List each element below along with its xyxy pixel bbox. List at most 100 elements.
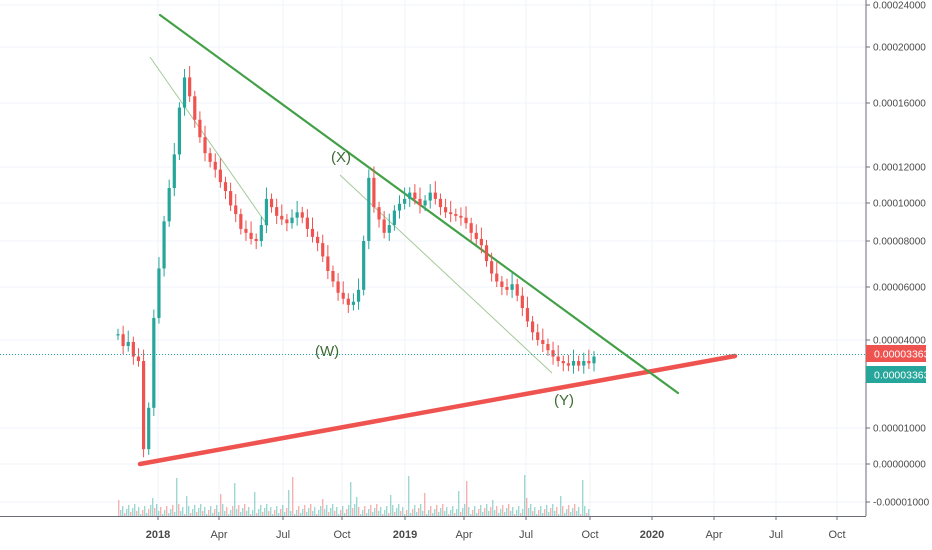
volume-bar (222, 504, 224, 516)
price-candle (249, 232, 253, 239)
time-axis-tick-label: Jul (519, 529, 533, 541)
time-axis-tick-label: Oct (581, 529, 598, 541)
volume-bar (476, 513, 478, 516)
price-candle (157, 268, 161, 318)
time-axis[interactable]: 2018 Apr Jul Oct 2019 Apr Jul Oct 2020 Apr Jul Oct (0, 516, 932, 550)
volume-bar (360, 514, 362, 516)
volume-bar (384, 510, 386, 516)
volume-bar (122, 506, 124, 516)
volume-bar (320, 506, 322, 516)
volume-bar (128, 505, 130, 516)
price-candle (372, 177, 376, 208)
volume-bar (152, 498, 154, 516)
price-candle (239, 214, 243, 229)
price-candle (392, 210, 396, 226)
price-candle (290, 217, 294, 224)
price-candle (280, 215, 284, 220)
volume-bar (118, 500, 120, 516)
volume-bar (588, 509, 590, 516)
volume-bar (520, 513, 522, 516)
volume-bar (190, 513, 192, 516)
volume-bar (538, 510, 540, 516)
volume-bar (388, 513, 390, 516)
volume-bar (352, 508, 354, 516)
volume-bar (562, 506, 564, 516)
volume-bar (134, 504, 136, 516)
volume-bar (174, 512, 176, 516)
volume-bar (202, 511, 204, 516)
volume-bar (522, 509, 524, 516)
volume-bar (528, 508, 530, 516)
price-candle (536, 332, 540, 340)
volume-bar (434, 509, 436, 516)
price-candle (147, 407, 151, 450)
volume-bar (366, 513, 368, 516)
volume-bar (412, 509, 414, 516)
volume-bar (126, 509, 128, 516)
volume-bar (208, 510, 210, 516)
time-axis-tick-label: Apr (455, 529, 472, 541)
volume-bar (550, 508, 552, 516)
thin-trendline-1 (149, 56, 269, 227)
time-axis-tick-label: Apr (210, 529, 227, 541)
price-candle (464, 217, 468, 224)
volume-bar (544, 509, 546, 516)
volume-bar (514, 514, 516, 516)
price-axis-tick-label: 0.00024000 (873, 1, 926, 12)
price-candle (397, 203, 402, 211)
volume-bar (474, 506, 476, 516)
volume-bar (232, 506, 234, 516)
volume-bar (568, 505, 570, 516)
price-candle (295, 212, 299, 218)
volume-bar (426, 514, 428, 516)
volume-bar (364, 506, 366, 516)
volume-bar (236, 509, 238, 516)
volume-bar (586, 513, 588, 516)
price-candle (141, 361, 146, 450)
price-candle (423, 200, 427, 206)
volume-bar (342, 506, 344, 516)
volume-bar (268, 511, 270, 516)
price-candle (582, 361, 586, 366)
volume-bar (288, 490, 290, 516)
price-candle (188, 77, 192, 97)
volume-bar (348, 505, 350, 516)
volume-bar (580, 514, 582, 516)
price-candle (367, 177, 371, 242)
volume-bar (492, 500, 494, 516)
volume-bar (298, 506, 300, 516)
volume-bar (260, 505, 262, 516)
volume-bar (256, 513, 258, 516)
volume-bar (508, 504, 510, 516)
price-axis[interactable]: 0.00024000 0.00020000 0.00016000 0.00012000… (865, 0, 932, 516)
volume-bar (584, 506, 586, 516)
price-candle (182, 77, 187, 108)
volume-bar (180, 511, 182, 516)
volume-bar (164, 510, 166, 516)
price-axis-tick-label: 0.00000000 (873, 460, 926, 471)
price-candle (218, 169, 222, 183)
volume-bar (200, 504, 202, 516)
volume-bar (350, 482, 352, 516)
volume-bar (404, 514, 406, 516)
price-candle (520, 295, 524, 309)
volume-bar (294, 514, 296, 516)
volume-bar (464, 504, 466, 516)
price-candle (336, 281, 340, 293)
volume-bar (552, 504, 554, 516)
price-candle (469, 223, 473, 233)
price-candle (269, 198, 274, 208)
volume-bar (302, 509, 304, 516)
volume-bar (216, 505, 218, 516)
volume-bar (278, 513, 280, 516)
price-candle (136, 356, 141, 362)
price-candle (172, 154, 176, 189)
volume-bar (558, 514, 560, 516)
volume-bar (160, 507, 162, 516)
volume-bar (570, 512, 572, 516)
volume-bar (292, 477, 294, 516)
volume-bar (154, 508, 156, 516)
volume-bar (308, 508, 310, 516)
volume-bar (410, 513, 412, 516)
